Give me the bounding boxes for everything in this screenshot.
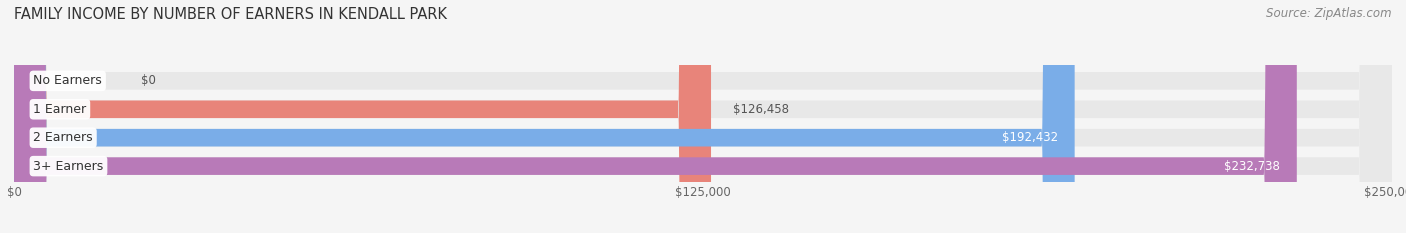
Text: $126,458: $126,458: [733, 103, 789, 116]
FancyBboxPatch shape: [14, 0, 1392, 233]
Text: $232,738: $232,738: [1225, 160, 1281, 173]
Text: FAMILY INCOME BY NUMBER OF EARNERS IN KENDALL PARK: FAMILY INCOME BY NUMBER OF EARNERS IN KE…: [14, 7, 447, 22]
Text: $192,432: $192,432: [1002, 131, 1059, 144]
FancyBboxPatch shape: [14, 0, 1392, 233]
Text: 2 Earners: 2 Earners: [34, 131, 93, 144]
FancyBboxPatch shape: [14, 0, 1074, 233]
FancyBboxPatch shape: [14, 0, 1392, 233]
Text: 1 Earner: 1 Earner: [34, 103, 87, 116]
Text: Source: ZipAtlas.com: Source: ZipAtlas.com: [1267, 7, 1392, 20]
Text: $0: $0: [141, 74, 156, 87]
Text: 3+ Earners: 3+ Earners: [34, 160, 104, 173]
Text: No Earners: No Earners: [34, 74, 103, 87]
FancyBboxPatch shape: [14, 0, 1392, 233]
FancyBboxPatch shape: [14, 0, 1296, 233]
FancyBboxPatch shape: [14, 0, 711, 233]
